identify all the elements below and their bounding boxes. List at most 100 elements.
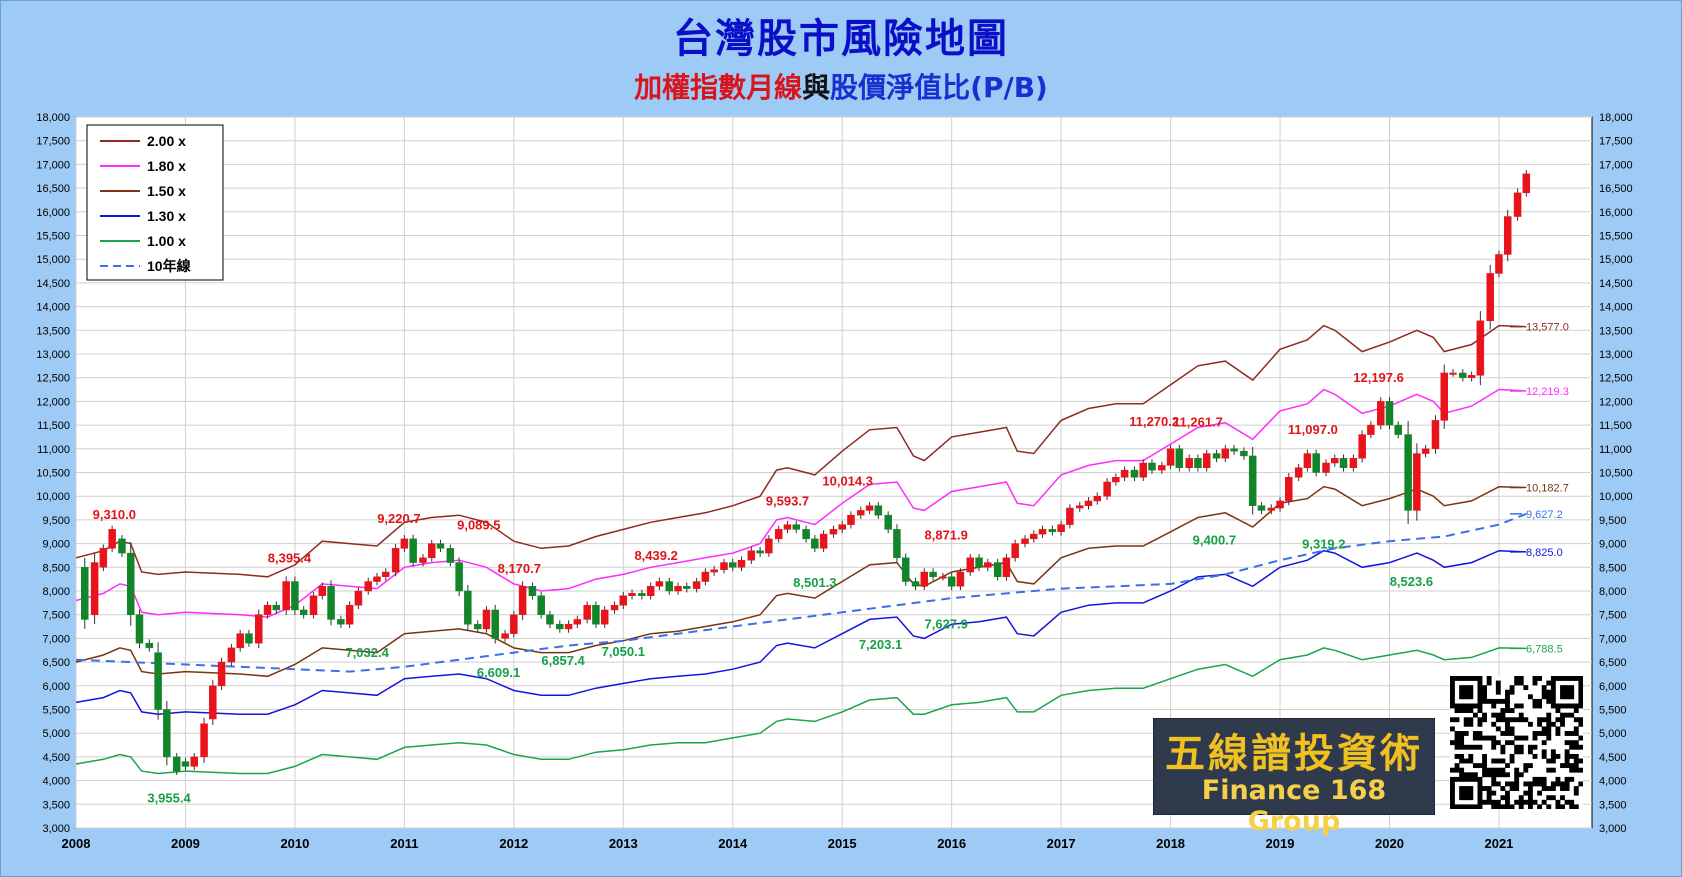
qr-module — [1546, 694, 1552, 700]
candle-body — [884, 514, 892, 530]
qr-module — [1564, 703, 1570, 709]
candle-body — [236, 633, 244, 649]
x-tick-label: 2013 — [609, 836, 638, 851]
candle-body — [309, 595, 318, 615]
y-tick-label-right: 15,500 — [1599, 231, 1633, 243]
qr-module — [1505, 795, 1510, 801]
candle-body — [720, 562, 728, 570]
candle-body — [802, 529, 810, 540]
price-annotation: 7,627.9 — [925, 617, 968, 632]
qr-module — [1523, 799, 1529, 805]
candle-body — [108, 529, 116, 549]
band-end-labels: 13,577.0 12,219.3 10,182.7 9,627.2 8,825.0 6,… — [1510, 322, 1569, 655]
qr-module — [1560, 721, 1565, 727]
qr-module — [1569, 676, 1575, 681]
qr-module — [1491, 804, 1497, 809]
qr-module — [1454, 776, 1460, 782]
candle-body — [263, 604, 272, 615]
qr-module — [1573, 731, 1579, 736]
y-tick-label-right: 8,000 — [1599, 586, 1627, 598]
qr-module — [1509, 786, 1515, 791]
qr-module — [1527, 786, 1533, 791]
qr-module — [1569, 804, 1575, 809]
qr-module — [1505, 717, 1510, 723]
candle-body — [190, 756, 198, 767]
candle-body — [1093, 495, 1101, 502]
qr-module — [1527, 781, 1533, 787]
qr-module — [1459, 676, 1465, 681]
candle-body — [1038, 529, 1047, 535]
qr-module — [1532, 776, 1538, 782]
qr-module — [1527, 790, 1533, 796]
series-line-pb180 — [75, 388, 1527, 618]
y-tick-label-right: 7,000 — [1599, 633, 1627, 645]
candle-body — [154, 652, 162, 710]
candle-body — [683, 586, 691, 589]
qr-module — [1541, 753, 1547, 759]
qr-module — [1491, 740, 1497, 746]
qr-module — [1514, 772, 1520, 778]
x-tick-label: 2009 — [171, 836, 200, 851]
candle-body — [1139, 462, 1147, 478]
candle-body — [90, 562, 99, 615]
legend-box — [86, 124, 224, 281]
y-tick-label-right: 11,500 — [1599, 420, 1632, 432]
qr-module — [1505, 790, 1510, 796]
qr-module — [1482, 753, 1487, 759]
qr-module — [1463, 676, 1469, 681]
y-tick-label-right: 12,500 — [1599, 373, 1633, 385]
qr-module — [1509, 781, 1515, 787]
qr-module — [1560, 703, 1565, 709]
candle-body — [1221, 448, 1230, 459]
y-tick-label-right: 5,500 — [1599, 705, 1627, 717]
x-tick-label: 2018 — [1156, 836, 1185, 851]
candle-body — [573, 619, 582, 625]
qr-module — [1505, 731, 1510, 736]
qr-module — [1564, 676, 1570, 681]
candle-body — [518, 586, 527, 615]
qr-module — [1463, 795, 1469, 801]
x-tick-label: 2011 — [390, 836, 418, 851]
qr-module — [1491, 744, 1497, 750]
qr-module — [1468, 795, 1474, 801]
candle-body — [1112, 476, 1120, 483]
qr-module — [1509, 804, 1515, 809]
candle-body — [1120, 469, 1129, 478]
qr-module — [1463, 694, 1469, 700]
candle-body — [172, 756, 181, 772]
qr-module — [1509, 740, 1515, 746]
candle-body — [592, 604, 600, 625]
qr-module — [1509, 753, 1515, 759]
qr-module — [1509, 726, 1515, 732]
qr-module — [1454, 735, 1460, 741]
qr-module — [1454, 740, 1460, 746]
chart-title: 台灣股市風險地圖 — [673, 16, 1009, 62]
qr-module — [1468, 776, 1474, 782]
qr-module — [1459, 795, 1465, 801]
candle-body — [1331, 458, 1339, 464]
qr-module — [1550, 721, 1556, 727]
qr-module — [1518, 799, 1524, 805]
candle-body — [1257, 505, 1266, 511]
price-annotation: 11,270.2 — [1129, 414, 1179, 429]
candle-body — [556, 623, 564, 630]
qr-module — [1500, 786, 1506, 791]
qr-module — [1491, 735, 1497, 741]
qr-module — [1450, 776, 1455, 782]
qr-module — [1541, 689, 1547, 695]
qr-module — [1541, 717, 1547, 723]
qr-module — [1532, 676, 1538, 681]
qr-module — [1477, 776, 1483, 782]
qr-module — [1546, 758, 1552, 764]
candle-body — [701, 571, 710, 582]
qr-module — [1527, 721, 1533, 727]
qr-module — [1560, 689, 1565, 695]
qr-module — [1564, 689, 1570, 695]
candle-body — [455, 562, 463, 592]
y-tick-label-left: 17,500 — [36, 136, 70, 148]
candle-body — [1194, 458, 1202, 469]
end-label-pb100: 6,788.5 — [1526, 643, 1563, 655]
candle-body — [409, 538, 417, 563]
qr-module — [1486, 795, 1492, 801]
y-tick-label-right: 16,500 — [1599, 183, 1633, 195]
